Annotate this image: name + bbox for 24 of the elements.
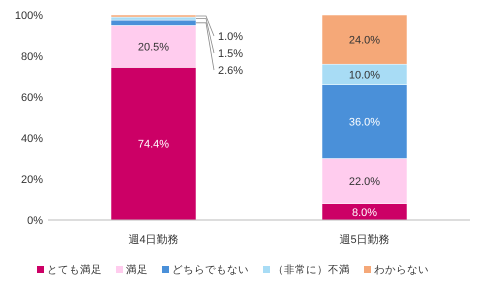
data-label: 1.5% [218, 48, 244, 60]
legend-label: 満足 [126, 263, 148, 276]
y-tick-label: 40% [20, 133, 44, 145]
y-tick-label: 20% [20, 174, 44, 186]
x-tick-label: 週4日勤務 [128, 233, 179, 246]
y-tick-label: 100% [14, 10, 44, 22]
bar [110, 14, 196, 18]
data-label: 74.4% [138, 138, 170, 151]
data-label: 22.0% [348, 176, 380, 188]
legend-label: とても満足 [47, 263, 102, 276]
data-label: 24.0% [348, 34, 380, 47]
legend-label: （非常に）不満 [273, 263, 350, 276]
data-label: 2.6% [218, 65, 244, 77]
y-tick-label: 80% [20, 51, 44, 63]
legend-label: どちらでもない [172, 264, 249, 276]
data-label: 10.0% [348, 69, 380, 82]
data-label: 8.0% [352, 206, 378, 219]
y-tick-label: 60% [20, 92, 44, 104]
legend-label: わからない [374, 264, 429, 276]
x-tick-label: 週5日勤務 [339, 233, 390, 246]
data-label: 36.0% [348, 116, 380, 129]
data-label: 1.0% [218, 31, 244, 43]
y-tick-label: 0% [27, 215, 44, 227]
data-label: 20.5% [138, 41, 170, 54]
